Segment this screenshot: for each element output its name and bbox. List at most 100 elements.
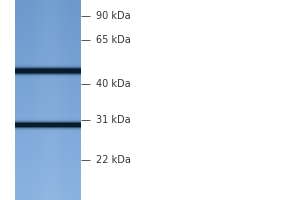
Bar [15,161,81,162]
Bar [15,46,81,47]
Bar [15,90,81,91]
Bar [15,87,81,88]
Bar [15,119,81,120]
Bar [15,12,81,13]
Text: 31 kDa: 31 kDa [96,115,130,125]
Bar [15,185,81,186]
Bar [15,42,81,43]
Bar [15,61,81,62]
Bar [15,162,81,163]
Bar [15,23,81,24]
Bar [15,166,81,167]
Bar [15,72,81,73]
Bar [15,106,81,107]
Bar [15,60,81,61]
Bar [15,74,81,75]
Bar [15,120,81,121]
Bar [15,94,81,95]
Bar [48,0,51,200]
Bar [64,0,68,200]
Bar [15,0,18,200]
Bar [15,50,81,51]
Bar [15,34,81,35]
Bar [15,125,81,126]
Bar [15,134,81,135]
Bar [15,19,81,20]
Bar [15,136,81,137]
Bar [15,124,81,125]
Bar [15,114,81,115]
Bar [15,35,81,36]
Text: 90 kDa: 90 kDa [96,11,130,21]
Bar [15,91,81,92]
Bar [15,76,81,77]
Bar [15,3,81,4]
Bar [15,115,81,116]
Bar [15,176,81,177]
Bar [15,69,81,70]
Bar [15,56,81,57]
Bar [15,77,81,78]
Bar [15,186,81,187]
Bar [15,82,81,83]
Bar [15,131,81,132]
Bar [15,75,81,76]
Bar [15,190,81,191]
Bar [15,88,81,89]
Bar [15,76,81,77]
Bar [15,196,81,197]
Bar [15,48,81,49]
Bar [15,64,81,65]
Bar [15,9,81,10]
Bar [15,73,81,74]
Bar [15,140,81,141]
Bar [78,0,81,200]
Bar [15,15,81,16]
Bar [15,30,81,31]
Bar [15,66,81,67]
Bar [15,175,81,176]
Bar [15,178,81,179]
Bar [15,1,81,2]
Bar [15,193,81,194]
Bar [15,167,81,168]
Bar [15,13,81,14]
Bar [15,78,81,79]
Bar [15,130,81,131]
Bar [15,101,81,102]
Bar [15,130,81,131]
Bar [15,122,81,123]
Bar [15,113,81,114]
Bar [15,0,81,1]
Bar [15,31,81,32]
Bar [15,170,81,171]
Bar [15,150,81,151]
Bar [15,8,81,9]
Bar [15,25,81,26]
Bar [15,126,81,127]
Bar [15,120,81,121]
Bar [15,144,81,145]
Bar [15,145,81,146]
Bar [15,97,81,98]
Bar [22,0,25,200]
Bar [15,128,81,129]
Bar [15,27,81,28]
Bar [35,0,38,200]
Bar [15,133,81,134]
Bar [15,124,81,125]
Bar [15,10,81,11]
Bar [15,37,81,38]
Bar [15,74,81,75]
Bar [15,16,81,17]
Bar [15,168,81,169]
Bar [15,173,81,174]
Bar [15,75,81,76]
Bar [15,159,81,160]
Bar [15,77,81,78]
Bar [41,0,45,200]
Bar [15,110,81,111]
Bar [15,142,81,143]
Bar [15,21,81,22]
Bar [15,20,81,21]
